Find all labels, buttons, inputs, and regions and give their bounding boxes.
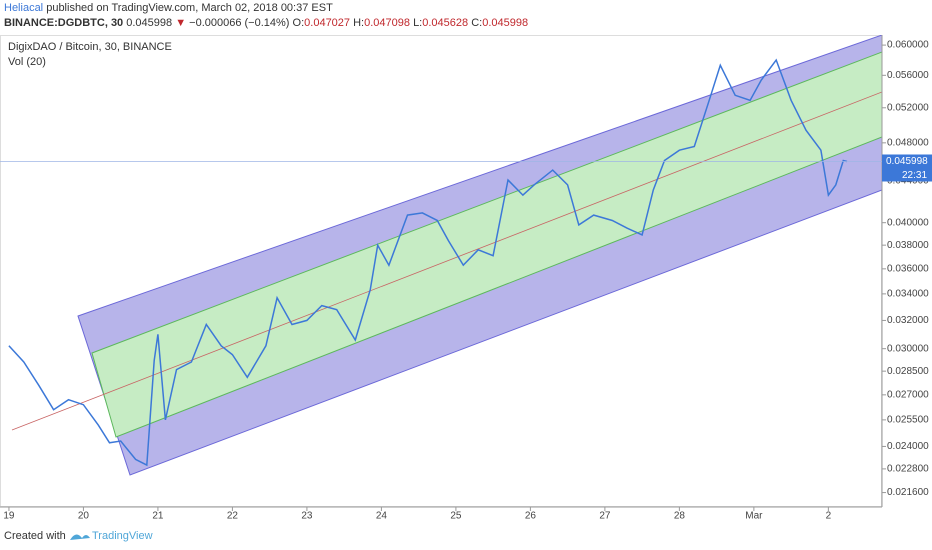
y-tick-label: 0.038000 — [887, 240, 929, 251]
y-tick-label: 0.034000 — [887, 289, 929, 300]
last: 0.045998 — [126, 17, 172, 29]
x-tick-label: 25 — [450, 511, 462, 522]
x-tick-label: 28 — [674, 511, 686, 522]
tv-logo — [70, 534, 90, 540]
x-tick-label: 22 — [227, 511, 239, 522]
median-line — [11, 91, 882, 431]
y-tick-label: 0.027000 — [887, 389, 929, 400]
x-tick-label: 2 — [826, 511, 832, 522]
c-value: 0.045998 — [482, 17, 528, 29]
l-value: 0.045628 — [422, 17, 468, 29]
y-tick-label: 0.025500 — [887, 415, 929, 426]
y-tick-label: 0.024000 — [887, 441, 929, 452]
x-tick-label: 20 — [78, 511, 90, 522]
y-tick-label: 0.056000 — [887, 70, 929, 81]
x-tick-label: Mar — [745, 511, 763, 522]
volume-label: Vol (20) — [8, 56, 46, 68]
footer-created: Created with — [4, 530, 66, 542]
x-tick-label: 19 — [3, 511, 15, 522]
x-tick-label: 24 — [376, 511, 388, 522]
o-label: O: — [293, 17, 305, 29]
c-label: C: — [471, 17, 482, 29]
change: −0.000066 (−0.14%) — [189, 17, 289, 29]
y-tick-label: 0.040000 — [887, 217, 929, 228]
header-line1: Heliacal published on TradingView.com, M… — [4, 2, 333, 14]
footer-brand[interactable]: TradingView — [92, 530, 153, 542]
h-label: H: — [353, 17, 364, 29]
price-line — [8, 58, 848, 467]
y-tick-label: 0.048000 — [887, 137, 929, 148]
arrow: ▼ — [175, 17, 186, 29]
chart-title: DigixDAO / Bitcoin, 30, BINANCE — [8, 41, 172, 53]
countdown: 22:31 — [902, 170, 927, 181]
author[interactable]: Heliacal — [4, 2, 43, 14]
y-tick-label: 0.028500 — [887, 366, 929, 377]
y-tick-label: 0.021600 — [887, 487, 929, 498]
symbol: BINANCE:DGDBTC, 30 — [4, 17, 123, 29]
x-tick-label: 26 — [525, 511, 537, 522]
o-value: 0.047027 — [304, 17, 350, 29]
countdown-box — [882, 168, 932, 182]
last-price-box — [882, 154, 932, 169]
h-value: 0.047098 — [364, 17, 410, 29]
l-label: L: — [413, 17, 422, 29]
x-tick-label: 27 — [599, 511, 611, 522]
y-tick-label: 0.060000 — [887, 40, 929, 51]
y-tick-label: 0.036000 — [887, 263, 929, 274]
y-tick-label: 0.030000 — [887, 343, 929, 354]
x-tick-label: 21 — [152, 511, 164, 522]
y-tick-label: 0.032000 — [887, 315, 929, 326]
x-tick-label: 23 — [301, 511, 313, 522]
header-line2: BINANCE:DGDBTC, 30 0.045998 ▼ −0.000066 … — [4, 17, 528, 29]
y-tick-label: 0.022800 — [887, 464, 929, 475]
y-tick-label: 0.052000 — [887, 102, 929, 113]
last-price-label: 0.045998 — [886, 156, 928, 167]
published: published on TradingView.com, March 02, … — [46, 2, 333, 14]
series-layer — [0, 58, 882, 467]
